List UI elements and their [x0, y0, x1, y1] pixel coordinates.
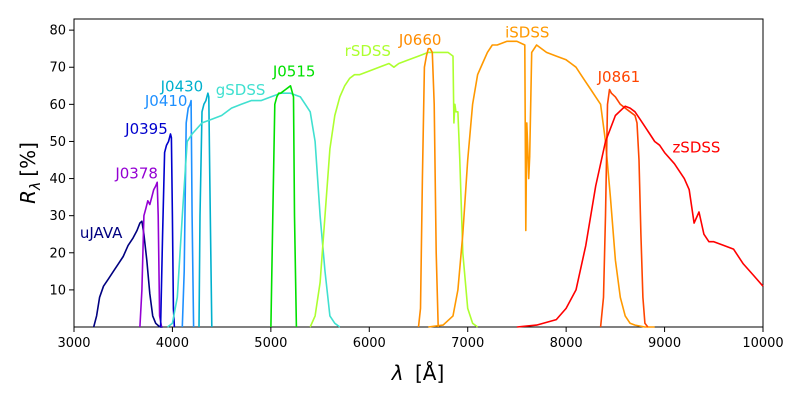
x-tick-label: 7000 [451, 336, 484, 351]
y-tick-label: 30 [49, 209, 66, 224]
series-label-zsdss: zSDSS [672, 139, 720, 157]
series-line-j0430 [198, 92, 213, 328]
series-line-j0395 [159, 133, 176, 328]
series-label-j0861: J0861 [597, 68, 641, 86]
y-tick-label: 50 [49, 135, 66, 150]
y-tick-label: 10 [49, 283, 66, 298]
x-tick-label: 4000 [156, 336, 189, 351]
series-label-j0395: J0395 [124, 120, 168, 138]
x-axis-ticks: 3000 4000 5000 6000 7000 8000 9000 10000 [57, 327, 784, 351]
y-tick-label: 40 [49, 172, 66, 187]
series-label-isdss: iSDSS [505, 24, 549, 42]
series-line-ujava [92, 220, 163, 328]
y-tick-label: 70 [49, 61, 66, 76]
x-axis-label: λ [Å] [391, 361, 445, 385]
series-line-j0660 [417, 47, 439, 328]
y-axis-label: Rλ[%] [16, 142, 44, 204]
x-tick-label: 8000 [550, 336, 583, 351]
series-label-j0378: J0378 [114, 165, 158, 183]
x-tick-label: 5000 [254, 336, 287, 351]
series-line-zsdss [516, 105, 764, 328]
series-line-j0515 [270, 85, 298, 328]
series-label-j0430: J0430 [160, 77, 204, 95]
series-line-j0378 [139, 181, 163, 328]
y-axis-ticks: 10 20 30 40 50 60 70 80 [49, 24, 74, 298]
series-label-rsdss: rSDSS [345, 42, 391, 60]
plot-frame [73, 18, 764, 328]
x-tick-label: 6000 [353, 336, 386, 351]
series-line-j0861 [599, 88, 649, 328]
series-line-gsdss [167, 92, 341, 328]
series-line-isdss [428, 40, 655, 328]
series-label-j0410: J0410 [144, 92, 188, 110]
series-label-ujava: uJAVA [80, 224, 123, 242]
y-tick-label: 80 [49, 24, 66, 39]
x-tick-label: 3000 [57, 336, 90, 351]
series-line-j0410 [181, 99, 195, 328]
series-lines [92, 40, 764, 328]
series-label-gsdss: gSDSS [216, 81, 266, 99]
series-label-j0660: J0660 [398, 31, 442, 49]
series-line-rsdss [309, 51, 479, 328]
x-tick-label: 10000 [742, 336, 783, 351]
series-label-j0515: J0515 [272, 63, 316, 81]
y-tick-label: 20 [49, 246, 66, 261]
x-tick-label: 9000 [648, 336, 681, 351]
y-tick-label: 60 [49, 98, 66, 113]
